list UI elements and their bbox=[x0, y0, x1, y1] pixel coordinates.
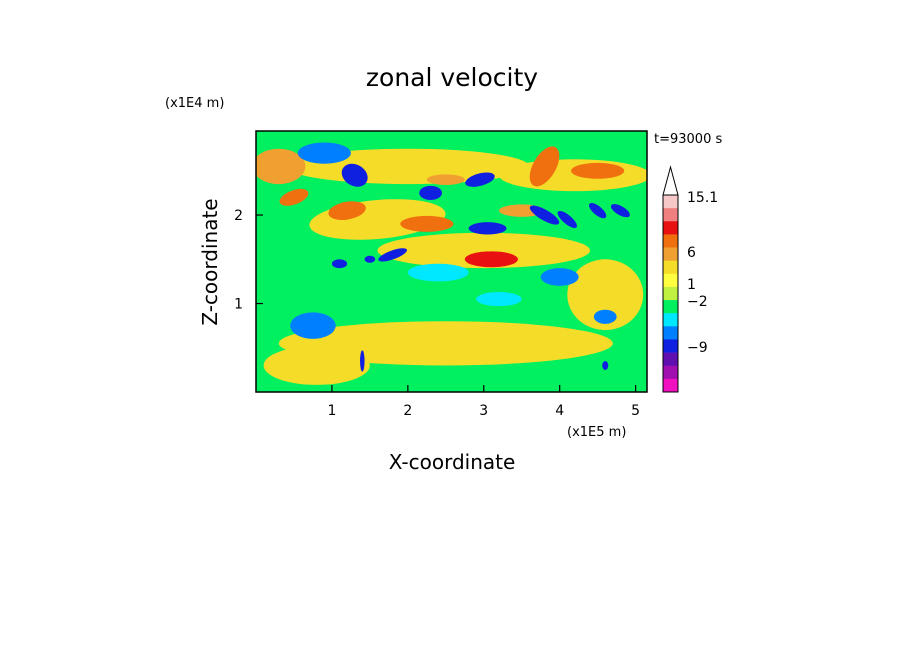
y-tick-label-1: 2 bbox=[234, 208, 243, 224]
colorbar-level-5 bbox=[663, 260, 678, 275]
contour-feature-9 bbox=[400, 215, 454, 232]
contour-feature-21 bbox=[557, 210, 578, 228]
colorbar-level-14 bbox=[663, 378, 678, 393]
contour-feature-20 bbox=[529, 205, 560, 225]
x-unit-label: (x1E5 m) bbox=[567, 425, 626, 440]
y-unit-label: (x1E4 m) bbox=[165, 96, 224, 111]
contour-feature-13 bbox=[279, 188, 309, 206]
x-axis: 1 2 3 4 5 bbox=[327, 385, 640, 419]
colorbar-level-9 bbox=[663, 313, 678, 327]
contour-feature-14 bbox=[426, 174, 465, 185]
contour-feature-34 bbox=[602, 361, 609, 370]
y-axis-label: Z-coordinate bbox=[198, 198, 222, 325]
x-axis-label: X-coordinate bbox=[389, 450, 516, 474]
colorbar-level-3 bbox=[663, 234, 678, 248]
colorbar-level-0 bbox=[663, 195, 678, 209]
time-annotation: t=93000 s bbox=[654, 132, 722, 147]
contour-feature-33 bbox=[360, 350, 365, 372]
x-tick-label-3: 4 bbox=[555, 403, 564, 419]
colorbar-arrow bbox=[662, 165, 679, 196]
contour-feature-10 bbox=[464, 251, 518, 268]
colorbar-level-1 bbox=[663, 208, 678, 222]
colorbar-level-4 bbox=[663, 247, 678, 261]
colorbar-label-3: −2 bbox=[687, 294, 708, 310]
colorbar-level-12 bbox=[663, 352, 678, 367]
contour-feature-12 bbox=[571, 162, 625, 179]
contour-feature-17 bbox=[419, 185, 443, 201]
contour-feature-25 bbox=[331, 259, 348, 269]
chart-title: zonal velocity bbox=[366, 63, 538, 92]
contour-feature-30 bbox=[476, 292, 522, 307]
contour-feature-29 bbox=[290, 312, 336, 339]
contour-feature-24 bbox=[378, 248, 408, 262]
contour-feature-6 bbox=[567, 259, 644, 331]
contour-feature-28 bbox=[407, 263, 469, 282]
y-tick-label-0: 1 bbox=[234, 297, 243, 313]
contour-feature-26 bbox=[364, 255, 376, 263]
x-tick-label-0: 1 bbox=[327, 403, 336, 419]
colorbar-label-0: 15.1 bbox=[687, 190, 718, 206]
contour-feature-7 bbox=[256, 148, 306, 185]
plot-frame bbox=[255, 130, 648, 393]
colorbar-level-13 bbox=[663, 365, 678, 380]
colorbar-label-2: 1 bbox=[687, 277, 696, 293]
contour-feature-27 bbox=[297, 142, 351, 164]
y-axis: 12 bbox=[234, 208, 263, 313]
colorbar-label-1: 6 bbox=[687, 245, 696, 261]
contour-feature-18 bbox=[465, 172, 495, 187]
x-tick-label-4: 5 bbox=[631, 403, 640, 419]
colorbar-level-8 bbox=[663, 300, 678, 314]
contour-feature-31 bbox=[540, 268, 579, 286]
contour-feature-4 bbox=[263, 345, 370, 385]
colorbar-level-11 bbox=[663, 339, 678, 353]
colorbar-label-4: −9 bbox=[687, 340, 708, 356]
contour-feature-11 bbox=[529, 146, 560, 187]
contour-feature-22 bbox=[589, 203, 607, 219]
colorbar-frame bbox=[662, 194, 679, 393]
x-tick-label-1: 2 bbox=[403, 403, 412, 419]
colorbar-level-6 bbox=[663, 273, 678, 288]
colorbar-level-10 bbox=[663, 326, 678, 340]
contour-feature-8 bbox=[328, 201, 366, 220]
contour-feature-16 bbox=[341, 163, 368, 187]
colorbar: 15.1 6 1−2 −9 bbox=[662, 165, 718, 393]
colorbar-level-7 bbox=[663, 286, 678, 301]
contour-feature-2 bbox=[377, 232, 591, 269]
colorbar-level-2 bbox=[663, 221, 678, 235]
contour-feature-23 bbox=[610, 204, 630, 218]
contour-feature-19 bbox=[468, 222, 507, 235]
contour-field bbox=[256, 131, 647, 392]
contour-feature-32 bbox=[593, 309, 617, 324]
x-tick-label-2: 3 bbox=[479, 403, 488, 419]
